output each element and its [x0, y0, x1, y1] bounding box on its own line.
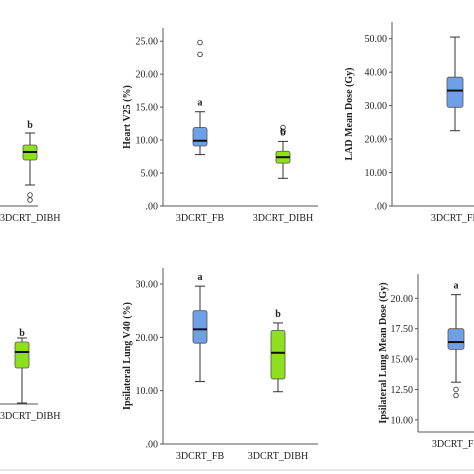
- y-tick-label: 15.00: [391, 355, 414, 366]
- y-tick-label: 40.00: [365, 68, 388, 79]
- box: [14, 341, 30, 369]
- y-tick-label: 10.00: [391, 415, 414, 426]
- y-tick-label: 30.00: [136, 280, 159, 291]
- x-tick-label: 3DCRT_FB: [176, 213, 225, 224]
- outlier-point: [27, 197, 33, 203]
- significance-letter: b: [280, 127, 286, 138]
- y-tick-label: 15.00: [136, 103, 159, 114]
- y-tick-label: 10.00: [136, 386, 159, 397]
- box: [192, 310, 208, 344]
- y-tick-label: 10.00: [136, 136, 159, 147]
- x-tick-label: 3DCRT_FB: [432, 439, 474, 450]
- y-tick-label: .00: [146, 202, 159, 213]
- y-tick-label: 25.00: [136, 37, 159, 48]
- x-tick-label: 3DCRT_DIBH: [0, 411, 61, 422]
- y-tick-label: 30.00: [365, 101, 388, 112]
- significance-letter: a: [198, 98, 203, 109]
- box: [446, 76, 464, 108]
- outlier-point: [280, 124, 286, 131]
- x-tick-label: 3DCRT_FB: [431, 213, 474, 224]
- outlier-point: [197, 51, 203, 58]
- significance-letter: b: [27, 120, 33, 131]
- x-tick-label: 3DCRT_FB: [176, 451, 225, 462]
- significance-letter: b: [275, 309, 281, 320]
- y-tick-label: 10.00: [365, 168, 388, 179]
- box: [270, 329, 286, 380]
- significance-letter: a: [198, 272, 203, 283]
- significance-letter: b: [19, 328, 25, 339]
- y-tick-label: 5.00: [141, 169, 159, 180]
- outlier-point: [197, 39, 203, 46]
- y-axis-label: LAD Mean Dose (Gy): [344, 67, 355, 160]
- y-tick-label: 20.00: [365, 135, 388, 146]
- y-tick-label: 20.00: [136, 333, 159, 344]
- y-axis-label: Heart V25 (%): [122, 85, 133, 149]
- y-tick-label: 50.00: [365, 34, 388, 45]
- x-tick-label: 3DCRT_DIBH: [0, 213, 61, 224]
- y-tick-label: 12.50: [391, 385, 414, 396]
- outlier-point: [453, 386, 459, 393]
- y-tick-label: .00: [375, 202, 388, 213]
- outlier-point: [280, 128, 286, 135]
- outlier-point: [27, 192, 33, 198]
- x-tick-label: 3DCRT_DIBH: [253, 213, 314, 224]
- outlier-point: [453, 392, 459, 399]
- y-tick-label: 17.50: [391, 324, 414, 335]
- y-tick-label: .00: [146, 440, 159, 451]
- y-tick-label: 20.00: [391, 294, 414, 305]
- y-axis-label: Ipsilateral Lung Mean Dose (Gy): [378, 282, 389, 423]
- box: [447, 328, 465, 350]
- y-tick-label: 20.00: [136, 70, 159, 81]
- box: [192, 127, 208, 147]
- y-axis-label: Ipsilateral Lung V40 (%): [122, 302, 133, 410]
- significance-letter: a: [454, 281, 459, 292]
- x-tick-label: 3DCRT_DIBH: [248, 451, 309, 462]
